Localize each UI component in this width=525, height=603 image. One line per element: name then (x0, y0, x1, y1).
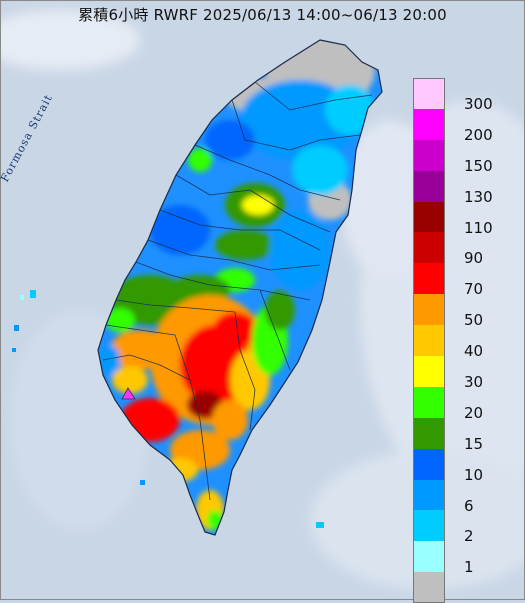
legend-swatch (413, 170, 445, 202)
legend-label: 15 (464, 434, 484, 453)
legend-swatch (413, 108, 445, 140)
legend-swatch (413, 325, 445, 357)
legend-row: 40 (413, 325, 513, 360)
legend-swatch (413, 263, 445, 295)
legend-row: 2 (413, 510, 513, 545)
offshore-rain-specks (12, 290, 324, 528)
legend-row: 50 (413, 294, 513, 329)
legend-swatch (413, 232, 445, 264)
legend-label: 10 (464, 465, 484, 484)
legend-row: 10 (413, 448, 513, 484)
legend-label: 1 (464, 558, 474, 577)
legend-row: 130 (413, 170, 513, 206)
legend-label: 50 (464, 311, 484, 330)
legend-swatch (413, 356, 445, 387)
legend-row: 110 (413, 201, 513, 237)
legend-swatch (413, 386, 445, 418)
legend-label: 30 (464, 373, 484, 392)
legend-label: 40 (464, 342, 484, 361)
legend-swatch (413, 510, 445, 542)
legend-row: 200 (413, 108, 513, 144)
legend-label: 200 (464, 125, 493, 144)
legend-row: 70 (413, 263, 513, 298)
legend-row: 150 (413, 139, 513, 175)
legend-swatch (413, 448, 445, 480)
legend-label: 90 (464, 249, 484, 268)
county-boundaries (102, 81, 373, 501)
legend-label: 300 (464, 95, 493, 113)
rainfall-legend: 300 200 150 130 110 90 70 50 40 30 20 15 10 6 2 1 (413, 78, 513, 603)
legend-row: 20 (413, 386, 513, 422)
legend-label: 70 (464, 280, 484, 299)
legend-swatch (413, 541, 445, 573)
legend-swatch (413, 201, 445, 233)
legend-label: 2 (464, 527, 474, 546)
max-rainfall-marker-icon (121, 387, 136, 400)
legend-row: 6 (413, 479, 513, 515)
legend-row: 30 (413, 356, 513, 391)
legend-swatch (413, 572, 445, 603)
map-title: 累積6小時 RWRF 2025/06/13 14:00~06/13 20:00 (78, 6, 447, 24)
legend-swatch (413, 139, 445, 171)
legend-swatch (413, 294, 445, 326)
legend-row: 300 (413, 78, 513, 113)
legend-label: 130 (464, 187, 493, 206)
legend-swatch (413, 417, 445, 449)
legend-label: 20 (464, 403, 484, 422)
legend-label: 110 (464, 218, 493, 237)
legend-label: 150 (464, 156, 493, 175)
legend-row (413, 572, 513, 603)
legend-swatch (413, 479, 445, 511)
legend-row: 15 (413, 417, 513, 453)
legend-row: 1 (413, 541, 513, 576)
legend-swatch (413, 78, 445, 109)
legend-row: 90 (413, 232, 513, 267)
legend-label: 6 (464, 496, 474, 515)
